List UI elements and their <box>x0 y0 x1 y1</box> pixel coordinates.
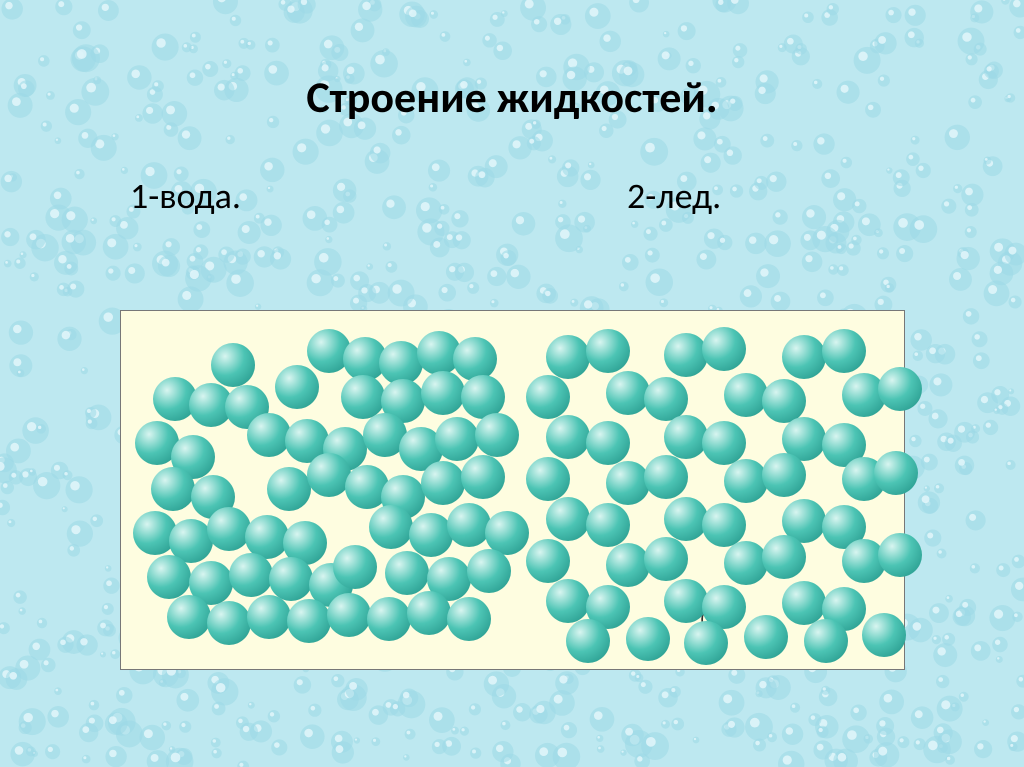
labels-row: 1-вода. 2-лед. <box>0 124 1024 218</box>
molecule-sphere <box>724 459 768 503</box>
molecule-sphere <box>453 337 497 381</box>
slide-title: Строение жидкостей. <box>0 0 1024 124</box>
ice-molecules: (2) <box>526 327 896 637</box>
molecule-sphere <box>782 335 826 379</box>
molecule-sphere <box>862 613 906 657</box>
molecule-sphere <box>606 371 650 415</box>
molecule-sphere <box>167 595 211 639</box>
molecule-sphere <box>586 421 630 465</box>
molecule-sphere <box>327 593 371 637</box>
slide: Строение жидкостей. 1-вода. 2-лед. (1) (… <box>0 0 1024 767</box>
molecule-sphere <box>664 415 708 459</box>
molecule-sphere <box>447 597 491 641</box>
molecule-sphere <box>586 503 630 547</box>
molecule-sphere <box>546 497 590 541</box>
molecule-sphere <box>724 373 768 417</box>
molecule-sphere <box>247 413 291 457</box>
molecule-sphere <box>874 451 918 495</box>
molecule-sphere <box>664 497 708 541</box>
molecule-sphere <box>762 535 806 579</box>
molecule-sphere <box>606 461 650 505</box>
molecule-sphere <box>724 541 768 585</box>
molecule-sphere <box>526 457 570 501</box>
molecule-sphere <box>684 621 728 665</box>
molecule-sphere <box>151 467 195 511</box>
molecule-sphere <box>782 581 826 625</box>
molecule-sphere <box>878 533 922 577</box>
molecule-sphere <box>526 375 570 419</box>
molecule-sphere <box>664 333 708 377</box>
molecule-sphere <box>275 365 319 409</box>
molecule-sphere <box>546 335 590 379</box>
molecule-sphere <box>644 455 688 499</box>
molecule-sphere <box>211 343 255 387</box>
molecule-sphere <box>546 415 590 459</box>
molecule-sphere <box>385 551 429 595</box>
molecule-sphere <box>878 367 922 411</box>
molecule-sphere <box>475 413 519 457</box>
molecule-sphere <box>207 507 251 551</box>
molecule-sphere <box>269 557 313 601</box>
molecule-sphere <box>822 329 866 373</box>
molecule-sphere <box>467 549 511 593</box>
molecule-sphere <box>626 617 670 661</box>
molecule-sphere <box>229 553 273 597</box>
molecule-sphere <box>702 421 746 465</box>
molecule-sphere <box>407 591 451 635</box>
molecule-sphere <box>586 329 630 373</box>
label-ice: 2-лед. <box>527 174 1024 218</box>
water-molecules: (1) <box>131 327 511 637</box>
label-water: 1-вода. <box>0 174 527 218</box>
molecule-sphere <box>702 327 746 371</box>
molecule-sphere <box>409 513 453 557</box>
molecule-sphere <box>566 619 610 663</box>
molecule-sphere <box>606 543 650 587</box>
molecule-sphere <box>207 601 251 645</box>
molecule-sphere <box>267 467 311 511</box>
molecule-sphere <box>762 453 806 497</box>
molecule-sphere <box>147 555 191 599</box>
molecule-sphere <box>664 579 708 623</box>
molecule-sphere <box>341 375 385 419</box>
molecule-sphere <box>421 371 465 415</box>
molecule-sphere <box>804 619 848 663</box>
diagram-panel: (1) (2) <box>120 310 905 670</box>
molecule-sphere <box>435 417 479 461</box>
molecule-sphere <box>421 461 465 505</box>
molecule-sphere <box>287 599 331 643</box>
molecule-sphere <box>702 503 746 547</box>
molecule-sphere <box>367 597 411 641</box>
molecule-sphere <box>644 537 688 581</box>
molecule-sphere <box>546 579 590 623</box>
molecule-sphere <box>369 505 413 549</box>
molecule-sphere <box>247 595 291 639</box>
slide-content: Строение жидкостей. 1-вода. 2-лед. <box>0 0 1024 218</box>
molecule-sphere <box>526 539 570 583</box>
molecule-sphere <box>447 503 491 547</box>
molecule-sphere <box>333 545 377 589</box>
molecule-sphere <box>744 615 788 659</box>
molecule-sphere <box>461 455 505 499</box>
